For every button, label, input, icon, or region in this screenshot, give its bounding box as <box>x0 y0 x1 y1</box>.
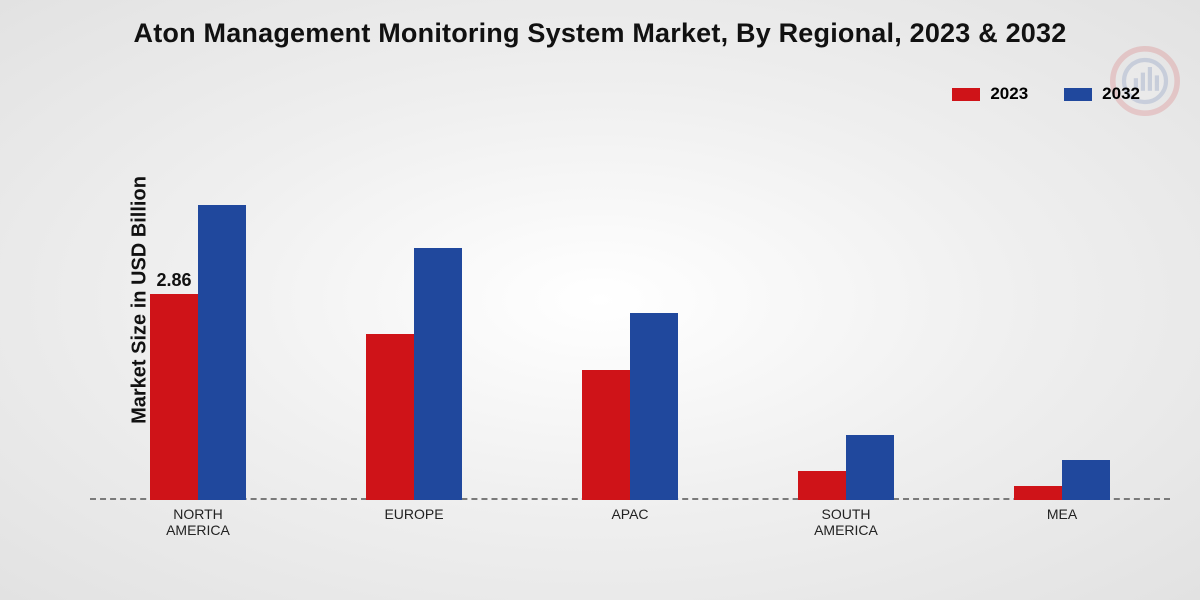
legend-label-2032: 2032 <box>1102 84 1140 104</box>
x-axis-labels: NORTHAMERICAEUROPEAPACSOUTHAMERICAMEA <box>90 500 1170 540</box>
x-axis-label: MEA <box>954 500 1170 540</box>
bar-2023 <box>582 370 630 500</box>
bar-group: 2.86 <box>90 140 306 500</box>
chart-container: Aton Management Monitoring System Market… <box>0 0 1200 600</box>
legend: 2023 2032 <box>952 84 1140 104</box>
legend-swatch-2032 <box>1064 88 1092 101</box>
x-axis-label: NORTHAMERICA <box>90 500 306 540</box>
bar-group <box>306 140 522 500</box>
legend-label-2023: 2023 <box>990 84 1028 104</box>
bar-group <box>954 140 1170 500</box>
bar-value-label: 2.86 <box>156 270 191 291</box>
bar-2032 <box>846 435 894 500</box>
bar-2032 <box>630 313 678 500</box>
x-axis-label: EUROPE <box>306 500 522 540</box>
legend-item-2023: 2023 <box>952 84 1028 104</box>
bar-2032 <box>1062 460 1110 500</box>
bar-2032 <box>198 205 246 500</box>
bar-groups: 2.86 <box>90 140 1170 500</box>
bar-2032 <box>414 248 462 500</box>
bar-2023: 2.86 <box>150 294 198 500</box>
bar-2023 <box>366 334 414 500</box>
bar-group <box>522 140 738 500</box>
legend-item-2032: 2032 <box>1064 84 1140 104</box>
bar-group <box>738 140 954 500</box>
x-axis-label: APAC <box>522 500 738 540</box>
bar-2023 <box>798 471 846 500</box>
watermark-icon <box>1110 46 1180 116</box>
bar-2023 <box>1014 486 1062 500</box>
x-axis-label: SOUTHAMERICA <box>738 500 954 540</box>
legend-swatch-2023 <box>952 88 980 101</box>
chart-title: Aton Management Monitoring System Market… <box>0 0 1200 49</box>
plot-area: 2.86 NORTHAMERICAEUROPEAPACSOUTHAMERICAM… <box>90 140 1170 540</box>
